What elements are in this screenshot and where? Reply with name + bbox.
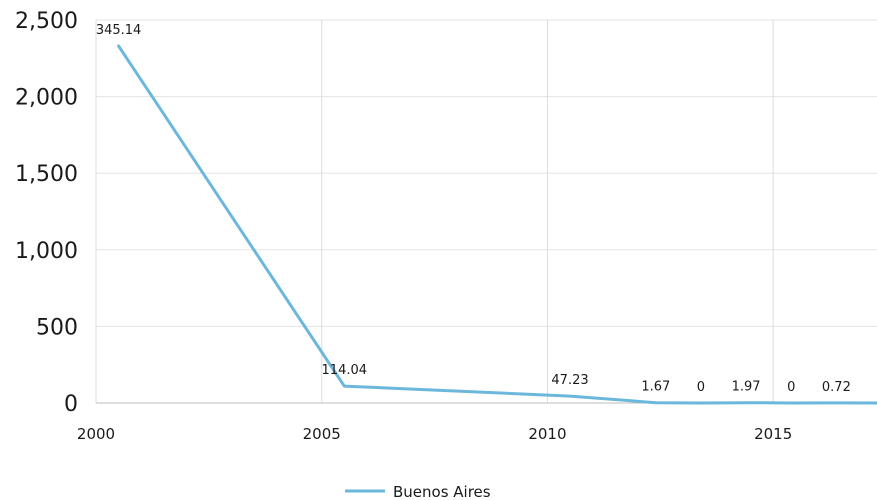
x-tick-label: 2015 [754, 425, 792, 443]
data-label: 0 [697, 380, 705, 395]
data-label: 1.67 [641, 380, 670, 395]
axes: 0 500 1,000 1,500 2,000 2,500 2000 2005 2010 2015 [15, 9, 792, 443]
y-tick-label: 1,500 [15, 162, 78, 187]
data-label: 0.72 [822, 380, 851, 395]
data-label: 47.23 [551, 373, 588, 388]
x-tick-label: 2010 [528, 425, 566, 443]
y-tick-label: 500 [36, 315, 78, 340]
legend-label: Buenos Aires [393, 483, 491, 500]
legend: Buenos Aires [345, 483, 491, 500]
y-tick-label: 2,500 [15, 9, 78, 34]
y-tick-label: 1,000 [15, 239, 78, 264]
x-tick-label: 2000 [77, 425, 115, 443]
data-label: 0 [787, 380, 795, 395]
data-label: 114.04 [322, 363, 368, 378]
data-label: 1.97 [732, 380, 761, 395]
series-line-buenos-aires [117, 44, 877, 405]
y-tick-label: 2,000 [15, 86, 78, 111]
y-tick-label: 0 [64, 392, 78, 417]
grid [95, 19, 877, 404]
x-tick-label: 2005 [303, 425, 341, 443]
series-layer [117, 44, 877, 405]
data-label: 345.14 [96, 23, 142, 38]
